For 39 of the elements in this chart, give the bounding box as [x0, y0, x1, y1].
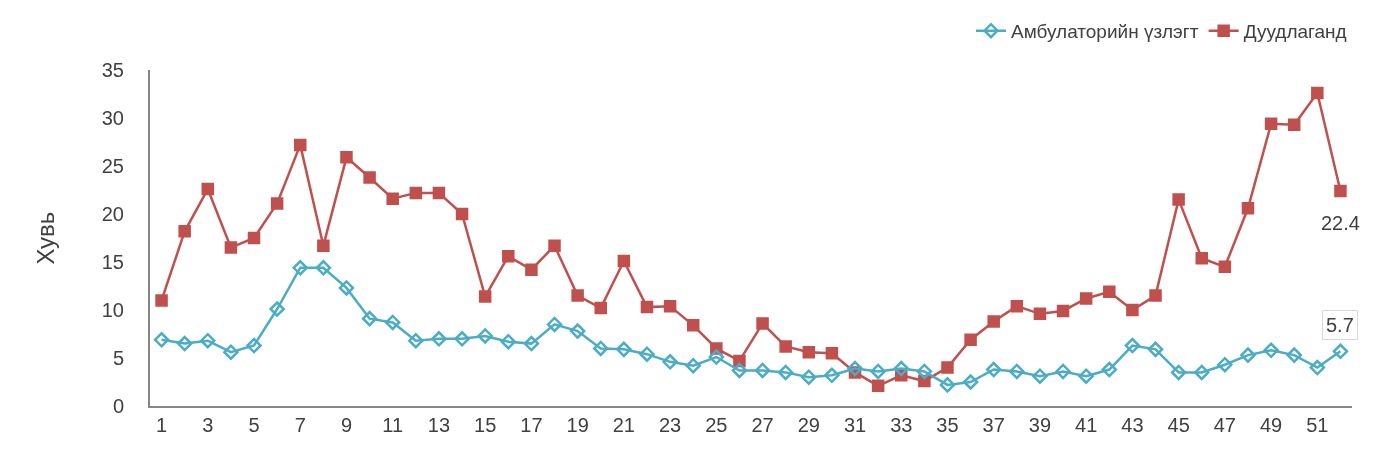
x-tick-label: 35 [936, 414, 959, 436]
legend-label: Дуудлаганд [1243, 21, 1347, 43]
x-tick-label: 37 [982, 414, 1005, 436]
x-tick-label: 47 [1213, 414, 1236, 436]
x-tick-label: 39 [1028, 414, 1052, 436]
x-tick-label: 41 [1075, 414, 1098, 436]
x-tick-label: 9 [340, 414, 353, 436]
x-tick-label: 5 [248, 414, 260, 436]
x-tick-label: 23 [658, 414, 682, 436]
x-tick-label: 45 [1167, 414, 1190, 436]
x-tick-label: 49 [1259, 414, 1283, 436]
y-tick-label: 5 [112, 347, 124, 369]
x-tick-label: 43 [1121, 414, 1144, 436]
x-tick-label: 11 [382, 414, 404, 436]
x-tick-label: 17 [520, 414, 543, 436]
data-label: 5.7 [1326, 314, 1354, 336]
y-tick-label: 10 [101, 299, 124, 321]
x-tick-label: 15 [474, 414, 497, 436]
x-tick-label: 31 [843, 414, 867, 436]
y-tick-label: 0 [112, 395, 124, 417]
x-tick-label: 13 [427, 414, 451, 436]
y-tick-label: 15 [101, 251, 124, 273]
data-label: 22.4 [1321, 212, 1360, 234]
x-tick-label: 27 [751, 414, 774, 436]
x-tick-label: 33 [890, 414, 913, 436]
x-tick-label: 3 [202, 414, 214, 436]
y-tick-label: 35 [101, 59, 124, 81]
legend-label: Амбулаторийн үзлэгт [1011, 21, 1199, 43]
x-tick-label: 21 [612, 414, 635, 436]
y-axis-title: Хувь [32, 211, 60, 265]
x-tick-label: 19 [566, 414, 589, 436]
x-tick-label: 1 [156, 414, 168, 436]
x-tick-label: 29 [797, 414, 820, 436]
x-tick-label: 25 [705, 414, 728, 436]
y-tick-label: 25 [101, 155, 124, 177]
y-tick-label: 30 [101, 107, 124, 129]
y-tick-label: 20 [101, 203, 124, 225]
x-tick-label: 7 [294, 414, 306, 436]
x-tick-label: 51 [1306, 414, 1329, 436]
